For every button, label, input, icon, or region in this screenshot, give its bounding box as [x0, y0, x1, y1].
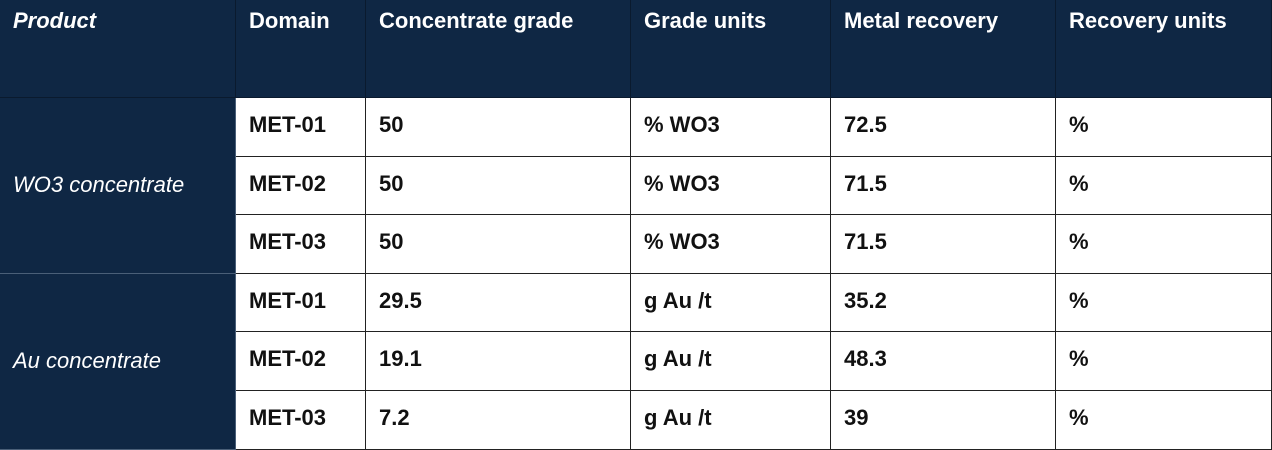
data-cell: % WO3 [631, 215, 831, 274]
data-cell: % [1056, 156, 1272, 216]
data-cell: MET-01 [236, 273, 366, 333]
data-cell: MET-02 [236, 156, 366, 216]
data-cell: 19.1 [366, 332, 631, 391]
data-cell: 48.3 [831, 332, 1056, 391]
data-cell: % [1056, 273, 1272, 333]
data-cell: 71.5 [831, 156, 1056, 216]
data-cell: % [1056, 332, 1272, 391]
data-cell: 50 [366, 98, 631, 157]
header-cell: Concentrate grade [366, 0, 631, 98]
data-cell: % WO3 [631, 156, 831, 216]
data-cell: 29.5 [366, 273, 631, 333]
data-cell: % [1056, 215, 1272, 274]
data-cell: 7.2 [366, 391, 631, 450]
data-cell: MET-02 [236, 332, 366, 391]
data-cell: % WO3 [631, 98, 831, 157]
data-cell: MET-03 [236, 391, 366, 450]
data-cell: g Au /t [631, 273, 831, 333]
data-cell: 71.5 [831, 215, 1056, 274]
product-cell: WO3 concentrate [0, 98, 236, 274]
data-cell: 39 [831, 391, 1056, 450]
data-cell: % [1056, 391, 1272, 450]
data-cell: % [1056, 98, 1272, 157]
data-cell: 72.5 [831, 98, 1056, 157]
data-cell: 50 [366, 215, 631, 274]
data-cell: g Au /t [631, 391, 831, 450]
data-cell: 50 [366, 156, 631, 216]
product-cell: Au concentrate [0, 273, 236, 450]
header-cell: Domain [236, 0, 366, 98]
data-cell: 35.2 [831, 273, 1056, 333]
data-cell: g Au /t [631, 332, 831, 391]
header-cell: Metal recovery [831, 0, 1056, 98]
header-cell: Product [0, 0, 236, 98]
data-cell: MET-01 [236, 98, 366, 157]
header-cell: Recovery units [1056, 0, 1272, 98]
header-cell: Grade units [631, 0, 831, 98]
data-cell: MET-03 [236, 215, 366, 274]
